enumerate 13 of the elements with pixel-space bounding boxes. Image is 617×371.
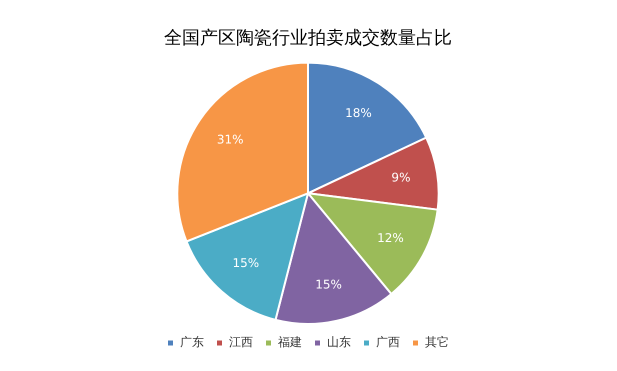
- data-label: 12%: [377, 230, 404, 245]
- data-label: 15%: [232, 256, 260, 270]
- data-label: 18%: [345, 106, 372, 120]
- legend-label: 江西: [229, 335, 253, 350]
- data-label: 9%: [391, 170, 410, 185]
- chart-title: 全国产区陶瓷行业拍卖成交数量占比: [164, 27, 452, 48]
- data-label: 15%: [315, 277, 342, 292]
- data-label: 31%: [216, 132, 244, 147]
- legend-label: 广西: [376, 335, 400, 350]
- legend-label: 山东: [327, 335, 351, 350]
- legend-label: 福建: [278, 335, 302, 350]
- legend-label: 广东: [180, 335, 204, 350]
- legend-label: 其它: [425, 335, 449, 350]
